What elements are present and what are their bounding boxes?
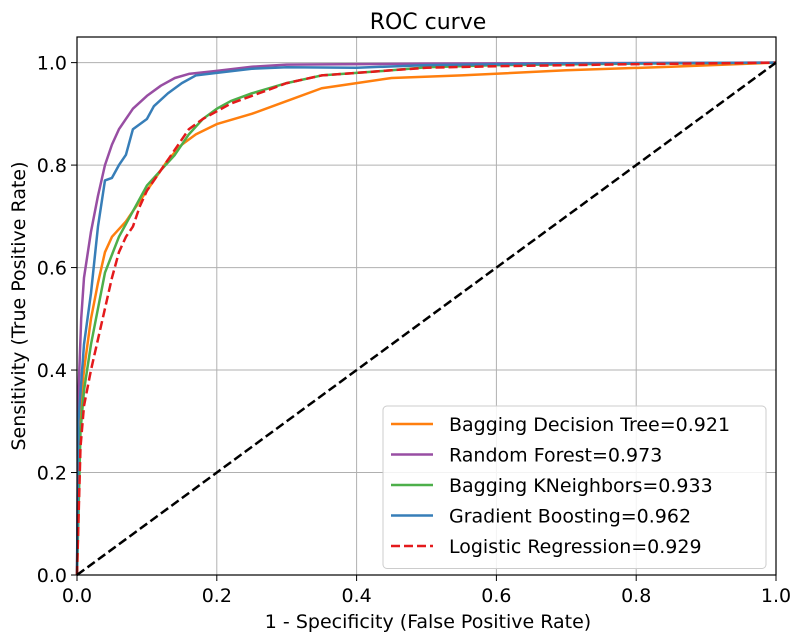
- x-tick-label: 0.2: [202, 585, 232, 607]
- y-tick-label: 0.8: [37, 155, 67, 177]
- y-tick-label: 0.2: [37, 463, 67, 485]
- x-tick-label: 1.0: [761, 585, 791, 607]
- chance-diagonal-line: [76, 61, 777, 577]
- y-tick-label: 0.6: [37, 258, 67, 280]
- chart-title: ROC curve: [370, 10, 487, 35]
- x-tick-label: 0.6: [481, 585, 511, 607]
- legend-label: Logistic Regression=0.929: [449, 536, 702, 558]
- plot-frame: [76, 36, 777, 576]
- legend-label: Gradient Boosting=0.962: [449, 506, 691, 528]
- axis-ticks: 0.0 0.2 0.4 0.6 0.8 1.0 0.0 0.2 0.4 0.6 0.8 1.0: [37, 53, 791, 607]
- series-lines: [75, 61, 777, 577]
- legend-label: Bagging Decision Tree=0.921: [449, 414, 730, 436]
- x-tick-label: 0.4: [341, 585, 371, 607]
- series-line-4: [75, 61, 777, 576]
- x-axis-label: 1 - Specificity (False Positive Rate): [265, 611, 591, 633]
- y-tick-label: 0.0: [37, 565, 67, 587]
- x-tick-label: 0.8: [621, 585, 651, 607]
- legend: Bagging Decision Tree=0.921 Random Forest…: [382, 405, 767, 569]
- series-line-1: [75, 61, 777, 576]
- legend-label: Random Forest=0.973: [449, 445, 662, 467]
- y-axis-label: Sensitivity (True Positive Rate): [8, 161, 30, 450]
- y-tick-label: 1.0: [37, 53, 67, 75]
- x-tick-label: 0.0: [62, 585, 92, 607]
- legend-box: [382, 405, 767, 569]
- legend-label: Bagging KNeighbors=0.933: [449, 475, 713, 497]
- y-tick-label: 0.4: [37, 360, 67, 382]
- series-line-3: [75, 61, 777, 576]
